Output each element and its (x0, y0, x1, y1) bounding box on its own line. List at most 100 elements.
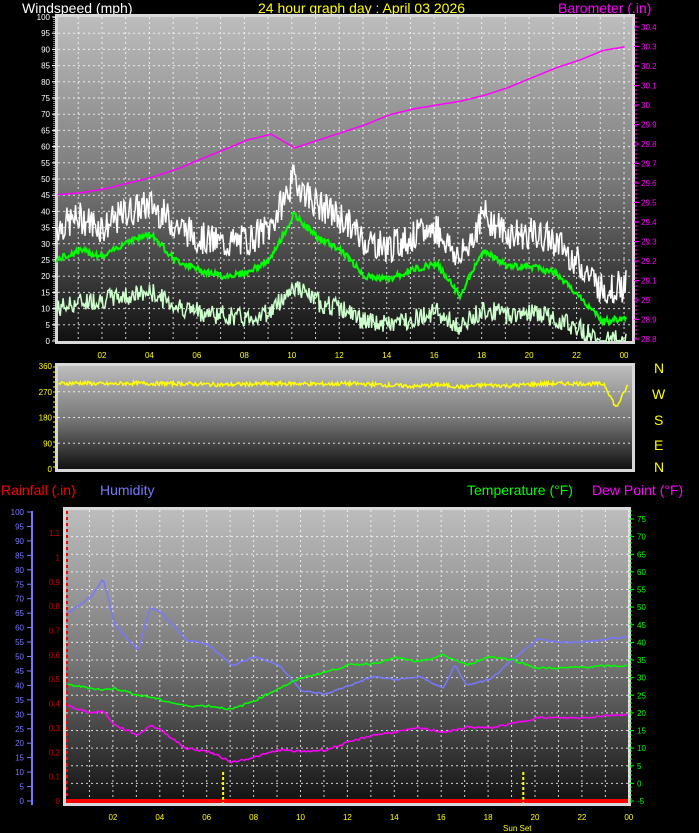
humidity-tick-label: 75 (15, 580, 24, 589)
temperature-tick-label: 20 (637, 709, 646, 718)
humidity-tick-label: 20 (15, 739, 24, 748)
rainfall-tick-label: 0 (56, 797, 61, 806)
temperature-title: Temperature (°F) (467, 482, 573, 498)
rainfall-series (66, 799, 628, 803)
rainfall-tick-label: 0.4 (49, 700, 61, 709)
hour-label: 06 (192, 351, 201, 360)
barometer-tick-label: 30.1 (641, 82, 657, 91)
wind-tick-label: 80 (41, 78, 50, 87)
barometer-series (57, 46, 625, 196)
barometer-tick-label: 29.3 (641, 238, 657, 247)
temperature-tick-label: 45 (637, 621, 646, 630)
barometer-tick-label: 30 (641, 101, 650, 110)
temperature-series (67, 653, 628, 711)
temperature-tick-label: 30 (637, 674, 646, 683)
wind-tick-label: 45 (41, 191, 50, 200)
wind-tick-label: 40 (41, 207, 50, 216)
hour-label: 14 (382, 351, 391, 360)
hour-label: 20 (525, 351, 534, 360)
compass-s: S (654, 412, 663, 428)
rainfall-tick-label: 0.6 (49, 651, 61, 660)
wind-tick-label: 75 (41, 94, 50, 103)
humidity-tick-label: 40 (15, 681, 24, 690)
temperature-tick-label: -5 (637, 797, 645, 806)
hour-label: 16 (437, 813, 446, 822)
dewpoint-title: Dew Point (°F) (592, 482, 683, 498)
hour-label: 04 (145, 351, 154, 360)
graph-title: 24 hour graph day : April 03 2026 (258, 0, 465, 16)
compass-e: E (654, 437, 663, 453)
barometer-tick-label: 29.9 (641, 121, 657, 130)
wind-tick-label: 20 (41, 272, 50, 281)
hour-label: 04 (155, 813, 164, 822)
hour-label: 00 (624, 813, 633, 822)
temperature-tick-label: 15 (637, 727, 646, 736)
barometer-tick-label: 29.4 (641, 218, 657, 227)
chart-layer: 0510152025303540455055606570758085909510… (11, 13, 657, 833)
barometer-tick-label: 30.3 (641, 43, 657, 52)
rainfall-tick-label: 1 (56, 553, 61, 562)
humidity-tick-label: 10 (15, 768, 24, 777)
hour-label: 08 (249, 813, 258, 822)
humidity-tick-label: 25 (15, 725, 24, 734)
hour-label: 02 (108, 813, 117, 822)
hour-label: 08 (240, 351, 249, 360)
wind-tick-label: 50 (41, 175, 50, 184)
rainfall-tick-label: 0.2 (49, 748, 61, 757)
temperature-tick-label: 40 (637, 638, 646, 647)
barometer-title: Barometer (.in) (558, 0, 651, 16)
wind-direction-series (58, 379, 629, 408)
wind-tick-label: 10 (41, 305, 50, 314)
wind-tick-label: 95 (41, 29, 50, 38)
rainfall-tick-label: 0.9 (49, 578, 61, 587)
humidity-tick-label: 35 (15, 696, 24, 705)
temperature-tick-label: 35 (637, 656, 646, 665)
humidity-tick-label: 50 (15, 653, 24, 662)
wind-gust-series (55, 163, 627, 304)
hour-label: 22 (577, 813, 586, 822)
rainfall-tick-label: 0.8 (49, 602, 61, 611)
hour-label: 12 (343, 813, 352, 822)
barometer-tick-label: 30.4 (641, 23, 657, 32)
wind-tick-label: 70 (41, 110, 50, 119)
direction-tick-label: 180 (39, 414, 53, 423)
humidity-tick-label: 15 (15, 754, 24, 763)
rainfall-tick-label: 0.7 (49, 626, 61, 635)
barometer-tick-label: 28.8 (641, 335, 657, 344)
barometer-tick-label: 28.9 (641, 316, 657, 325)
rainfall-title: Rainfall (.in) (1, 482, 76, 498)
temperature-tick-label: 70 (637, 533, 646, 542)
humidity-tick-label: 85 (15, 551, 24, 560)
hour-label: 14 (390, 813, 399, 822)
humidity-tick-label: 100 (11, 508, 25, 517)
temperature-tick-label: 55 (637, 586, 646, 595)
sunset-label: Sun Set (503, 824, 532, 833)
dewpoint-series (67, 704, 628, 764)
hour-label: 10 (296, 813, 305, 822)
rainfall-tick-label: 0.3 (49, 724, 61, 733)
barometer-tick-label: 29.5 (641, 199, 657, 208)
barometer-tick-label: 29.7 (641, 160, 657, 169)
temperature-tick-label: 5 (637, 762, 642, 771)
humidity-tick-label: 0 (20, 797, 25, 806)
rainfall-tick-label: 1.1 (49, 529, 61, 538)
wind-tick-label: 35 (41, 224, 50, 233)
wind-tick-label: 5 (46, 321, 51, 330)
humidity-title: Humidity (100, 482, 154, 498)
humidity-tick-label: 80 (15, 566, 24, 575)
humidity-tick-label: 5 (20, 783, 25, 792)
barometer-tick-label: 29.2 (641, 257, 657, 266)
humidity-tick-label: 95 (15, 522, 24, 531)
hour-label: 00 (620, 351, 629, 360)
hour-label: 10 (287, 351, 296, 360)
temperature-tick-label: 25 (637, 691, 646, 700)
humidity-tick-label: 55 (15, 638, 24, 647)
hour-label: 12 (335, 351, 344, 360)
temperature-tick-label: 50 (637, 603, 646, 612)
hour-label: 02 (98, 351, 107, 360)
humidity-series (67, 579, 628, 696)
hour-label: 20 (531, 813, 540, 822)
humidity-tick-label: 65 (15, 609, 24, 618)
wind-tick-label: 55 (41, 159, 50, 168)
